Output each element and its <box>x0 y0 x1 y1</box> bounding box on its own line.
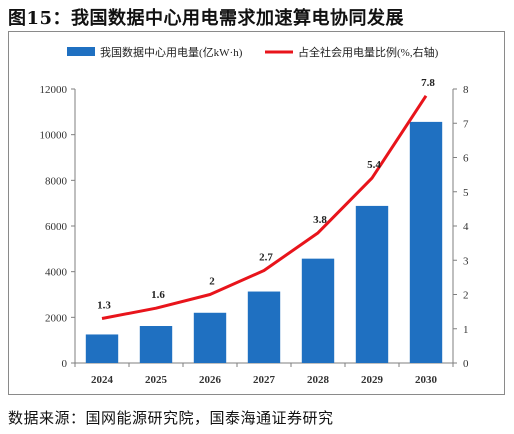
y-left-tick-label: 2000 <box>45 312 68 324</box>
y-right-tick-label: 2 <box>463 290 469 302</box>
y-left-tick-label: 10000 <box>40 130 68 142</box>
x-tick-label: 2027 <box>253 374 276 386</box>
source-note: 数据来源：国网能源研究院，国泰海通证券研究 <box>8 409 334 427</box>
bar-series <box>85 121 443 363</box>
x-tick-label: 2025 <box>145 374 168 386</box>
combo-chart: 我国数据中心用电量(亿kW·h) 占全社会用电量比例(%,右轴) 02000400… <box>40 45 470 386</box>
y-right-tick-label: 6 <box>463 153 469 165</box>
data-label: 7.8 <box>421 77 435 89</box>
y-right-tick-label: 7 <box>463 118 469 130</box>
bar <box>193 312 227 363</box>
axes: 0 2000 4000 6000 8000 10000 12000 0 1 2 3 4 5 6 7 8 2024… <box>40 84 470 386</box>
x-tick-label: 2030 <box>415 374 438 386</box>
bar <box>85 334 119 363</box>
y-right-tick-label: 8 <box>463 84 469 96</box>
bar <box>301 258 335 363</box>
y-right-tick-label: 4 <box>463 221 469 233</box>
data-label: 3.8 <box>313 214 327 226</box>
bar <box>139 326 173 363</box>
legend-swatch-bar <box>67 47 95 56</box>
bar <box>355 205 389 363</box>
figure-title: 图15：我国数据中心用电需求加速算电协同发展 <box>8 8 405 29</box>
data-label: 2.7 <box>259 252 273 264</box>
y-left-tick-label: 0 <box>62 358 68 370</box>
legend-label-bar: 我国数据中心用电量(亿kW·h) <box>100 45 243 59</box>
y-left-tick-label: 12000 <box>40 84 68 96</box>
x-tick-label: 2026 <box>199 374 222 386</box>
legend-label-line: 占全社会用电量比例(%,右轴) <box>298 45 439 59</box>
data-label: 1.3 <box>97 299 111 311</box>
line-series: 1.3 1.6 2 2.7 3.8 5.4 7.8 <box>97 77 435 320</box>
bar <box>409 121 443 363</box>
y-right-tick-label: 5 <box>463 187 469 199</box>
x-tick-label: 2029 <box>361 374 384 386</box>
data-label: 2 <box>209 276 215 288</box>
y-right-tick-label: 0 <box>463 358 469 370</box>
y-right-tick-label: 1 <box>463 324 469 336</box>
y-right-tick-label: 3 <box>463 255 469 267</box>
y-left-tick-label: 8000 <box>45 175 68 187</box>
y-left-tick-label: 6000 <box>45 221 68 233</box>
x-tick-label: 2024 <box>91 374 114 386</box>
x-tick-label: 2028 <box>307 374 330 386</box>
legend: 我国数据中心用电量(亿kW·h) 占全社会用电量比例(%,右轴) <box>67 45 439 59</box>
data-label: 5.4 <box>367 159 381 171</box>
ratio-line <box>101 95 428 320</box>
y-left-tick-label: 4000 <box>45 267 68 279</box>
data-label: 1.6 <box>151 289 165 301</box>
chart-container: 我国数据中心用电量(亿kW·h) 占全社会用电量比例(%,右轴) 0 2000 400… <box>8 31 505 395</box>
bar <box>247 291 281 363</box>
